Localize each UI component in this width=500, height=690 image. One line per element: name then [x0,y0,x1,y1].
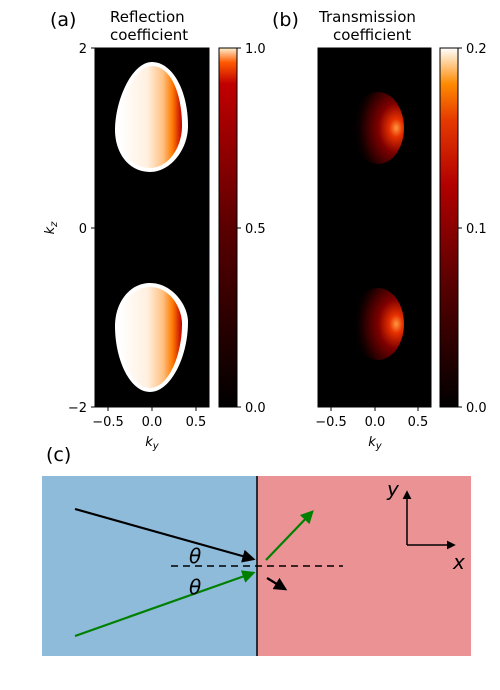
theta-lower-label: θ [189,575,201,599]
panel-c: (c) θ θ y x [42,444,471,656]
incident-ray-black [74,507,256,563]
colorbar-tick-label: 1.0 [245,42,266,57]
panel-a-label: (a) [50,9,76,31]
xtick-label: −0.5 [315,415,347,430]
y-axis-label: y [386,477,400,501]
colorbar-tick-label: 0.5 [245,222,266,237]
panel-a-xticks: −0.5 0.0 0.5 [92,407,206,430]
xtick-label: 0.5 [408,415,429,430]
colorbar-tick-label: 0.0 [245,401,266,416]
panel-a: (a) Reflection coefficient 2 0 −2 kz −0.… [43,8,266,452]
ytick-label: 0 [79,222,87,237]
panel-a-ylabel: kz [43,221,60,235]
colorbar-tick-label: 0.0 [466,401,487,416]
transmission-lobe-upper [352,92,404,164]
colorbar-tick-label: 0.2 [466,42,487,57]
panel-b: (b) Transmission coefficient −0.5 0.0 0.… [272,8,487,452]
panel-a-xlabel: ky [145,435,160,452]
incident-ray-green [74,570,256,638]
ytick-label: 2 [79,42,87,57]
transmitted-ray-black [266,577,288,591]
panel-b-title-line1: Transmission [318,8,416,26]
theta-upper-label: θ [189,544,201,568]
ytick-label: −2 [68,401,87,416]
colorbar-tick-label: 0.1 [466,222,487,237]
transmitted-ray-green [265,510,314,561]
x-axis-label: x [452,550,465,574]
panel-b-xlabel: ky [368,435,383,452]
panel-a-title-line2: coefficient [110,26,188,44]
xtick-label: −0.5 [92,415,124,430]
right-medium [257,476,471,656]
panel-b-label: (b) [272,9,299,31]
panel-a-yticks: 2 0 −2 [68,42,95,416]
xtick-label: 0.0 [142,415,163,430]
panel-b-xticks: −0.5 0.0 0.5 [315,407,428,430]
transmission-lobe-lower [352,288,404,360]
panel-b-colorbar [439,47,459,408]
panel-a-colorbar [218,47,238,408]
xtick-label: 0.5 [186,415,207,430]
reflection-lobe-lower-fill [119,287,182,388]
panel-a-title-line1: Reflection [110,8,185,26]
xtick-label: 0.0 [365,415,386,430]
panel-c-label: (c) [46,444,71,466]
reflection-lobe-upper-fill [119,66,182,168]
panel-b-title-line2: coefficient [333,26,411,44]
